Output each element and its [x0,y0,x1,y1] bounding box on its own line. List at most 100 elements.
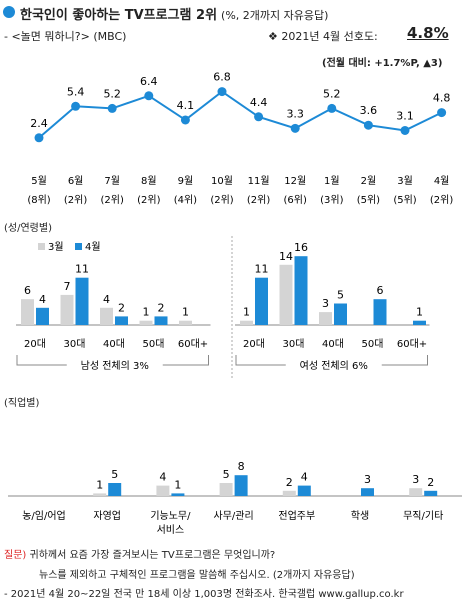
bar-label-2-5-2: 1 [416,306,423,319]
month-label-4: 8월 [141,175,157,187]
rank-label-7: (2위) [247,193,270,206]
data-point-11 [400,125,410,135]
bar-1-2-2 [75,277,89,325]
bar-label-1-4-2: 2 [158,301,165,314]
data-label-10: 3.6 [360,104,378,117]
bar-2-4-2 [373,299,387,325]
job-bar-7-1 [409,488,423,496]
age-label-1-5: 60대+ [178,338,208,350]
month-label-2: 6월 [68,175,84,187]
bar-label-1-3-1: 4 [103,293,110,306]
data-label-1: 2.4 [30,117,48,130]
bar-label-1-5-1: 1 [182,306,189,319]
job-bar-3-1 [156,485,170,496]
job-bar-4-2 [234,475,248,496]
data-point-12 [437,108,447,118]
bar-label-2-3-1: 3 [322,297,329,310]
rank-label-6: (2위) [210,193,233,206]
rank-label-8: (6위) [284,193,307,206]
legend-label-prev: 3월 [48,241,64,253]
survey-source: - 2021년 4월 20~22일 전국 만 18세 이상 1,003명 전화조… [4,589,404,600]
data-label-12: 4.8 [433,92,451,105]
bar-1-5-1 [179,320,192,325]
chart-subtitle: - <놀면 뭐하니?> (MBC) [4,30,127,43]
data-point-1 [34,133,44,143]
job-label-6-1: 학생 [351,510,369,522]
job-bar-label-4-1: 5 [223,468,230,481]
data-label-9: 5.2 [323,87,341,100]
job-bar-2-1 [93,493,107,496]
preference-label: ❖ 2021년 4월 선호도: [268,30,378,43]
bar-2-1-2 [255,277,268,325]
data-label-6: 6.8 [213,71,231,84]
month-label-3: 7월 [104,175,120,187]
bar-label-1-1-2: 4 [39,293,46,306]
job-bar-6-2 [361,488,374,496]
bar-label-2-2-2: 16 [294,241,308,254]
data-label-8: 3.3 [286,107,304,120]
month-label-5: 9월 [178,175,194,187]
month-label-1: 5월 [31,175,47,187]
job-label-7-1: 무직/기타 [403,510,443,522]
question-text-1: 귀하께서 요즘 가장 즐겨보시는 TV프로그램은 무엇입니까? [26,550,276,561]
month-label-12: 4월 [434,175,450,187]
job-bar-4-1 [219,483,233,496]
job-bar-label-5-1: 2 [286,476,293,489]
data-point-3 [107,103,117,113]
bar-2-5-2 [413,320,426,325]
age-label-2-5: 60대+ [397,338,427,350]
month-label-9: 1월 [324,175,340,187]
age-label-2-3: 40대 [322,338,344,350]
data-point-10 [363,120,373,130]
bar-2-2-2 [294,256,308,325]
bar-2-2-1 [279,264,293,325]
question-label: 질문) [4,550,27,561]
age-label-2-1: 20대 [243,338,265,350]
job-bar-5-2 [297,485,311,496]
bar-label-1-2-1: 7 [64,280,71,293]
bar-2-3-2 [334,303,347,325]
job-label-3-2: 서비스 [157,524,185,536]
data-label-11: 3.1 [396,109,414,122]
job-bar-label-5-2: 4 [301,471,308,484]
job-bar-label-3-1: 4 [159,471,166,484]
month-label-6: 10월 [211,175,233,187]
title-unit: (%, 2개까지 자유응답) [221,9,329,22]
data-label-5: 4.1 [177,99,195,112]
rank-label-2: (2위) [64,193,87,206]
data-point-5 [180,115,190,125]
monthly-trend-line-chart: 2.4 5월 (8위) 5.4 6월 (2위) 5.2 7월 (2위) 6.4 8월 (2위) 4.1 9… [27,71,453,206]
group-label-2: 여성 전체의 6% [300,360,368,372]
title-text: 한국인이 좋아하는 TV프로그램 2위 [20,8,218,23]
job-bar-label-3-2: 1 [174,478,181,491]
bar-label-2-1-1: 1 [243,306,250,319]
month-label-7: 11월 [248,175,270,187]
bar-2-1-1 [240,320,253,325]
job-bar-7-2 [424,490,438,496]
data-point-2 [71,101,81,111]
job-bar-label-2-1: 1 [96,478,103,491]
legend-label-cur: 4월 [85,241,101,253]
rank-label-9: (3위) [320,193,343,206]
data-point-7 [254,112,264,122]
question-line-1: 질문) 귀하께서 요즘 가장 즐겨보시는 TV프로그램은 무엇입니까? [4,546,275,561]
job-label-5-1: 전업주부 [278,509,315,522]
bar-2-3-1 [319,312,332,325]
segment-section-label: (성/연령별) [4,223,52,234]
job-bar-label-4-2: 8 [238,460,245,473]
job-bar-label-7-1: 3 [412,473,419,486]
bar-label-2-1-2: 11 [255,263,269,276]
job-bar-3-2 [171,493,185,496]
age-label-1-1: 20대 [24,338,46,350]
bar-1-4-1 [139,320,153,325]
bar-1-1-1 [21,299,34,325]
rank-label-1: (8위) [27,193,50,206]
legend-swatch-prev [38,243,45,250]
age-label-2-2: 30대 [283,338,305,350]
bar-1-4-2 [154,316,168,325]
rank-label-12: (2위) [430,193,453,206]
rank-label-5: (4위) [174,193,197,206]
data-label-3: 5.2 [103,87,121,100]
job-bar-label-7-2: 2 [427,476,434,489]
monthly-change: (전월 대비: +1.7%P, ▲3) [322,58,443,69]
